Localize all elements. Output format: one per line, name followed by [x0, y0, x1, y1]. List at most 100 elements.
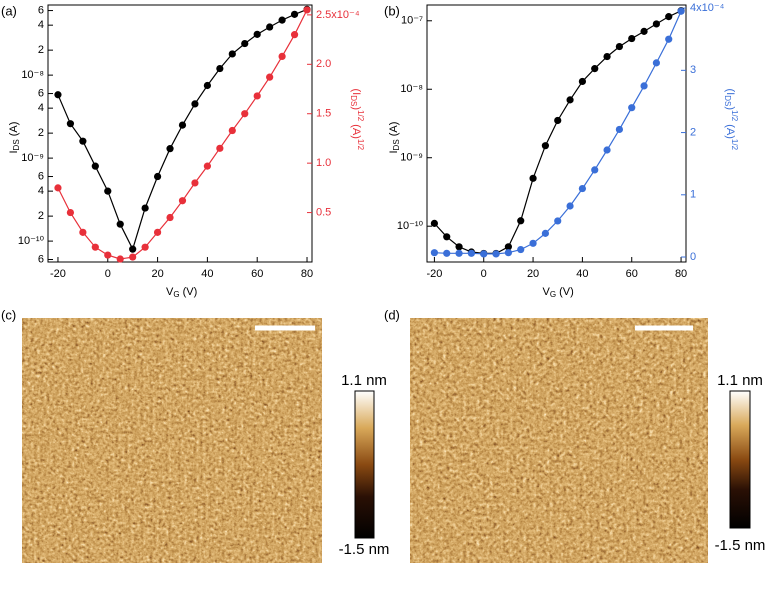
y-tick-label: 4	[38, 102, 44, 114]
label-part: DS	[392, 139, 401, 150]
data-point	[504, 249, 512, 257]
data-point	[91, 162, 99, 170]
data-point	[54, 91, 62, 99]
label-part: (V)	[180, 286, 198, 298]
label-part: (A)	[724, 121, 736, 139]
data-point	[104, 251, 112, 259]
data-point	[455, 249, 463, 257]
panel-label: (a)	[1, 3, 17, 18]
label-part: (A)	[388, 122, 400, 140]
data-point	[241, 110, 249, 118]
data-point	[603, 146, 611, 154]
data-point	[91, 243, 99, 251]
data-point	[191, 100, 199, 108]
data-point	[253, 30, 261, 38]
data-point	[290, 10, 299, 18]
y-tick-label: 2	[38, 127, 44, 139]
data-point	[278, 52, 286, 61]
plot-frame	[426, 4, 687, 263]
x-axis-label: VG (V)	[166, 286, 197, 299]
data-point	[66, 208, 75, 217]
data-point	[603, 52, 611, 61]
data-point	[141, 243, 149, 251]
data-point	[66, 120, 75, 128]
data-point	[517, 245, 525, 254]
x-tick-label: 40	[576, 268, 588, 280]
label-part: 1/2	[730, 110, 739, 122]
data-point	[141, 204, 149, 212]
data-point	[517, 217, 525, 225]
y2-tick-label: 1.5	[316, 108, 331, 120]
y2-tick-label: 1.0	[316, 157, 331, 169]
x-axis-label: VG (V)	[543, 286, 574, 299]
afm-texture	[22, 318, 322, 563]
data-point	[443, 249, 451, 257]
label-part: (I	[350, 89, 362, 96]
series-line	[57, 9, 308, 260]
y-tick-label: 10⁻¹⁰	[18, 235, 45, 247]
label-part: G	[550, 290, 556, 299]
data-point	[566, 96, 574, 104]
data-point	[79, 137, 87, 145]
data-point	[492, 250, 500, 258]
x-tick-label: 20	[527, 268, 539, 280]
data-point	[541, 142, 550, 150]
data-point	[153, 228, 162, 236]
data-point	[129, 253, 137, 261]
x-tick-label: 0	[105, 268, 111, 280]
colorbar-max: 1.1 nm	[717, 372, 763, 389]
y-tick-label: 6	[38, 253, 44, 265]
data-point	[541, 229, 550, 237]
data-point	[253, 92, 261, 100]
y-tick-label: 10⁻¹⁰	[397, 220, 424, 232]
y-tick-label: 10⁻⁸	[400, 83, 423, 95]
y-tick-label: 10⁻⁹	[21, 152, 44, 164]
y-tick-label: 6	[38, 4, 44, 16]
y-tick-label: 4	[38, 185, 44, 197]
y2-tick-label: 4x10⁻⁴	[690, 2, 725, 14]
y2-axis-label: (IDS)1/2 (A)1/2	[349, 89, 365, 151]
x-tick-label: 60	[251, 268, 263, 280]
x-tick-label: 20	[151, 268, 163, 280]
colorbar-min: -1.5 nm	[339, 541, 390, 558]
data-point	[430, 249, 438, 257]
y2-tick-label: 1	[690, 189, 696, 201]
data-point	[178, 121, 187, 129]
data-point	[228, 126, 236, 135]
y-axis-label: IDS (A)	[8, 122, 21, 154]
data-point	[455, 243, 463, 251]
data-point	[104, 187, 112, 195]
data-point	[529, 174, 537, 182]
x-tick-label: 80	[675, 268, 687, 280]
label-part: V	[543, 286, 551, 298]
data-point	[615, 42, 624, 51]
data-point	[652, 20, 661, 28]
label-part: 1/2	[356, 139, 365, 151]
data-point	[290, 31, 299, 39]
data-point	[480, 250, 488, 258]
data-point	[566, 202, 574, 210]
data-point	[430, 219, 438, 227]
afm-texture	[410, 318, 708, 563]
label-part: (I	[724, 89, 736, 96]
label-part: I	[388, 150, 400, 153]
data-point	[628, 34, 636, 43]
label-part: 1/2	[730, 139, 739, 151]
data-point	[615, 125, 624, 134]
data-point	[203, 162, 211, 170]
data-point	[640, 27, 648, 35]
y-tick-label: 2	[38, 44, 44, 56]
x-tick-label: 80	[301, 268, 313, 280]
panel-label: (b)	[384, 3, 400, 18]
colorbar-max: 1.1 nm	[341, 372, 387, 389]
data-point	[191, 179, 199, 187]
data-point	[443, 233, 451, 241]
data-point	[665, 35, 673, 43]
x-tick-label: 60	[626, 268, 638, 280]
label-part: G	[173, 290, 179, 299]
data-point	[504, 243, 512, 251]
x-tick-label: -20	[426, 268, 442, 280]
chart: (b) -20 0 20 40 60 80 10⁻¹⁰ 10⁻⁹ 10⁻⁸ 10⁻⁷ 0 1 2 3 4x10…	[384, 2, 725, 280]
data-point	[54, 184, 62, 192]
label-part: 1/2	[356, 110, 365, 122]
